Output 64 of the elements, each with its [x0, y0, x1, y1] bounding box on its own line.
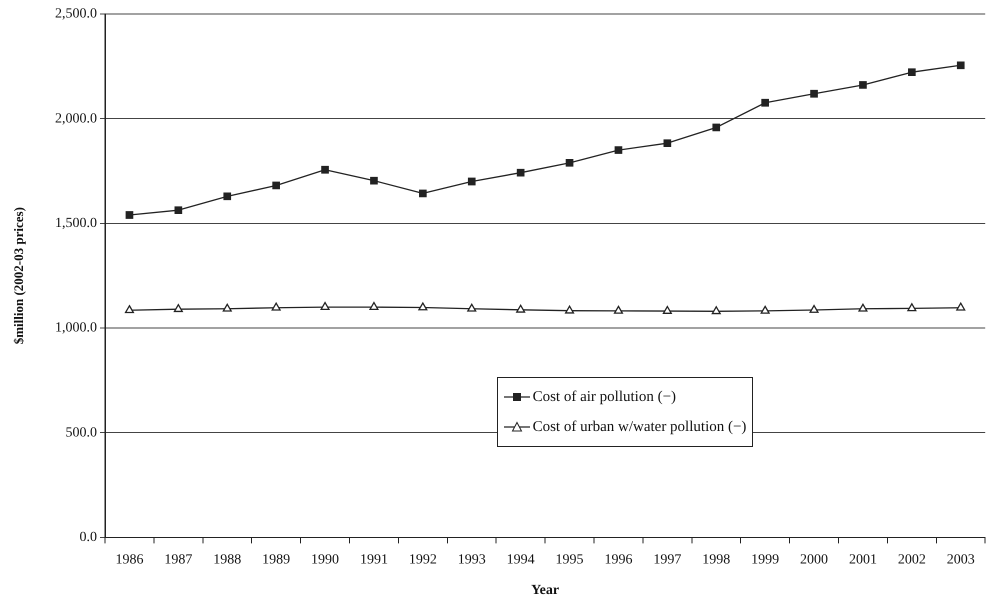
y-tick-label: 500.0: [66, 425, 97, 440]
x-tick-label: 1994: [506, 552, 535, 568]
point: [222, 304, 232, 312]
point: [516, 168, 524, 177]
x-tick-label: 1997: [653, 552, 682, 568]
point: [223, 192, 232, 200]
point: [908, 68, 916, 76]
point: [956, 302, 966, 311]
x-tick-label: 1992: [408, 552, 437, 568]
x-tick-label: 1990: [311, 552, 340, 568]
x-tick-label: 1995: [556, 552, 584, 568]
point: [467, 304, 476, 312]
x-tick-label: 2003: [946, 552, 975, 568]
y-tick-label: 0.0: [80, 530, 97, 546]
point: [419, 190, 427, 198]
point: [664, 139, 672, 148]
point: [760, 306, 770, 314]
x-tick-label: 2000: [800, 552, 828, 568]
x-tick-label: 1998: [702, 552, 730, 568]
point: [272, 302, 281, 311]
point: [810, 304, 819, 313]
point: [614, 306, 623, 314]
point: [810, 90, 818, 98]
point: [124, 305, 134, 314]
x-tick-label: 1989: [262, 552, 290, 568]
point: [712, 124, 720, 132]
x-tick-label: 1987: [164, 552, 192, 568]
point: [565, 306, 574, 314]
x-tick-label: 1988: [213, 552, 242, 568]
point: [859, 81, 867, 89]
point: [126, 211, 134, 219]
point: [761, 98, 769, 107]
point: [662, 306, 672, 314]
point: [320, 302, 330, 310]
point: [174, 304, 183, 312]
y-tick-label: 2,000.0: [55, 111, 97, 126]
point: [516, 304, 526, 313]
x-tick-label: 2001: [848, 552, 877, 568]
legend-label: Cost of urban w/water pollution (−): [532, 418, 746, 436]
x-tick-label: 2002: [898, 552, 926, 568]
point: [614, 146, 622, 154]
y-tick-label: 1,500.0: [55, 216, 97, 232]
x-tick-label: 1993: [458, 552, 486, 568]
legend-label: Cost of air pollution (−): [532, 388, 676, 406]
point: [272, 182, 280, 190]
point: [956, 61, 965, 70]
point: [468, 178, 476, 186]
point: [418, 302, 428, 310]
y-tick-label: 2,500.0: [55, 6, 97, 22]
x-tick-label: 1986: [115, 552, 144, 568]
x-tick-label: 1991: [360, 552, 388, 568]
point: [712, 306, 721, 314]
y-axis-title: $million (2002-03 prices): [11, 207, 26, 344]
point: [370, 176, 378, 184]
point: [907, 303, 916, 312]
x-tick-label: 1996: [604, 552, 632, 568]
point: [858, 304, 868, 312]
x-tick-label: 1999: [751, 552, 780, 568]
y-tick-label: 1,000.0: [55, 320, 97, 336]
point: [174, 206, 182, 214]
point: [321, 166, 329, 174]
point: [566, 159, 574, 167]
point: [369, 302, 378, 310]
x-axis-title: Year: [531, 583, 560, 598]
